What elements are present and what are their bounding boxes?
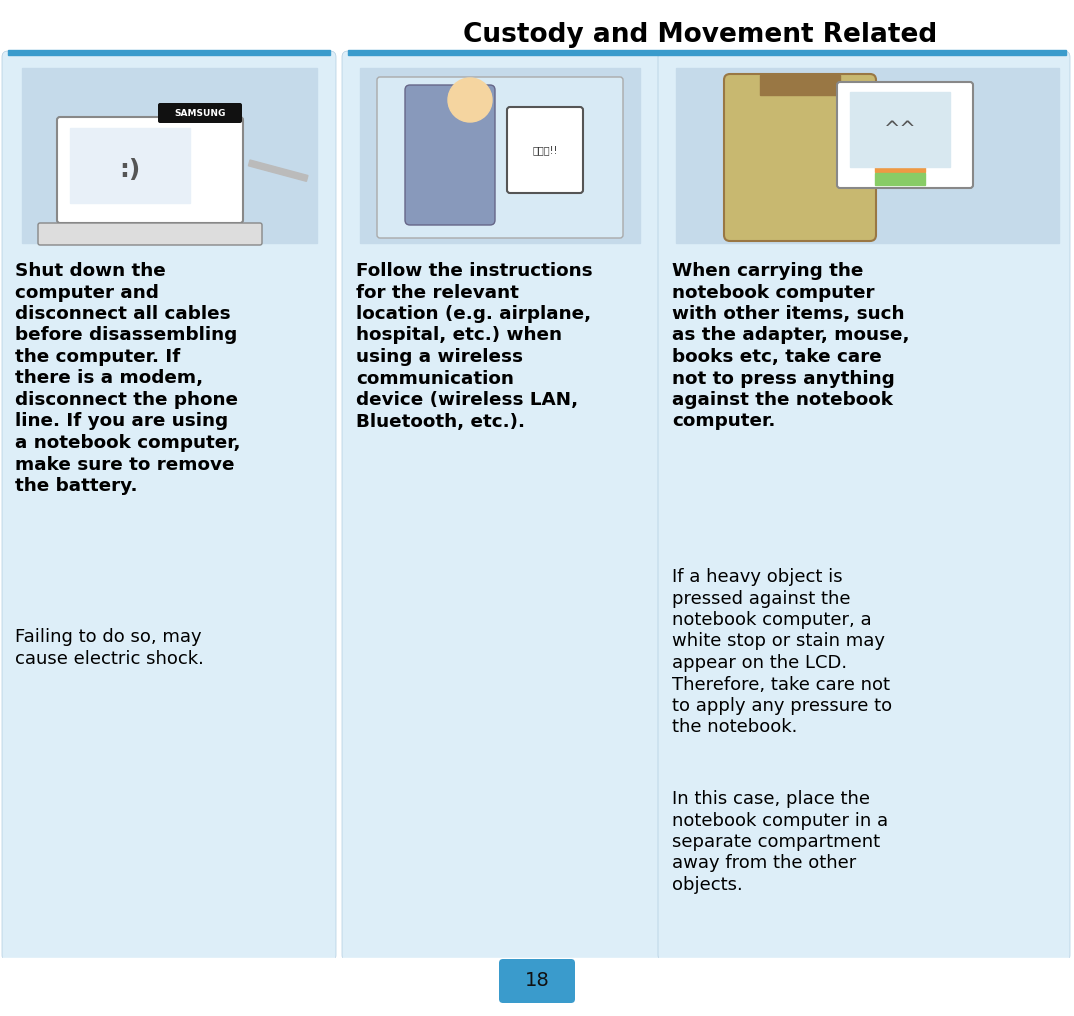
Bar	[0, 958, 1074, 1016]
FancyBboxPatch shape	[2, 51, 336, 961]
Text: In this case, place the
notebook computer in a
separate compartment
away from th: In this case, place the notebook compute…	[672, 790, 888, 894]
Text: Custody and Movement Related: Custody and Movement Related	[463, 22, 938, 48]
FancyBboxPatch shape	[342, 51, 659, 961]
Text: When carrying the
notebook computer
with other items, such
as the adapter, mouse: When carrying the notebook computer with…	[672, 262, 910, 431]
Text: Failing to do so, may
cause electric shock.: Failing to do so, may cause electric sho…	[15, 628, 204, 668]
Text: SAMSUNG: SAMSUNG	[174, 109, 226, 118]
Text: :): :)	[119, 158, 141, 182]
FancyBboxPatch shape	[38, 223, 262, 245]
Text: ^^: ^^	[884, 121, 916, 139]
Text: Shut down the
computer and
disconnect all cables
before disassembling
the comput: Shut down the computer and disconnect al…	[15, 262, 241, 495]
FancyBboxPatch shape	[507, 107, 583, 193]
Bar	[850, 92, 950, 167]
Bar	[21, 68, 317, 243]
Text: If a heavy object is
pressed against the
notebook computer, a
white stop or stai: If a heavy object is pressed against the…	[672, 568, 892, 737]
FancyBboxPatch shape	[724, 74, 876, 241]
Bar	[70, 128, 190, 203]
Text: 18: 18	[524, 971, 550, 991]
Text: Follow the instructions
for the relevant
location (e.g. airplane,
hospital, etc.: Follow the instructions for the relevant…	[355, 262, 593, 431]
FancyBboxPatch shape	[405, 85, 495, 225]
Bar	[8, 50, 330, 55]
FancyBboxPatch shape	[377, 77, 623, 238]
FancyBboxPatch shape	[837, 82, 973, 188]
FancyBboxPatch shape	[499, 959, 575, 1003]
Bar	[676, 68, 1059, 243]
Circle shape	[448, 78, 492, 122]
Bar	[875, 173, 925, 185]
Bar	[348, 50, 1066, 55]
Bar	[360, 68, 640, 243]
FancyBboxPatch shape	[158, 103, 242, 123]
Bar	[760, 75, 840, 96]
Bar	[875, 160, 925, 172]
Text: 운전중!!: 운전중!!	[533, 145, 557, 155]
Bar	[248, 160, 308, 181]
FancyBboxPatch shape	[57, 117, 243, 223]
FancyBboxPatch shape	[658, 51, 1070, 961]
